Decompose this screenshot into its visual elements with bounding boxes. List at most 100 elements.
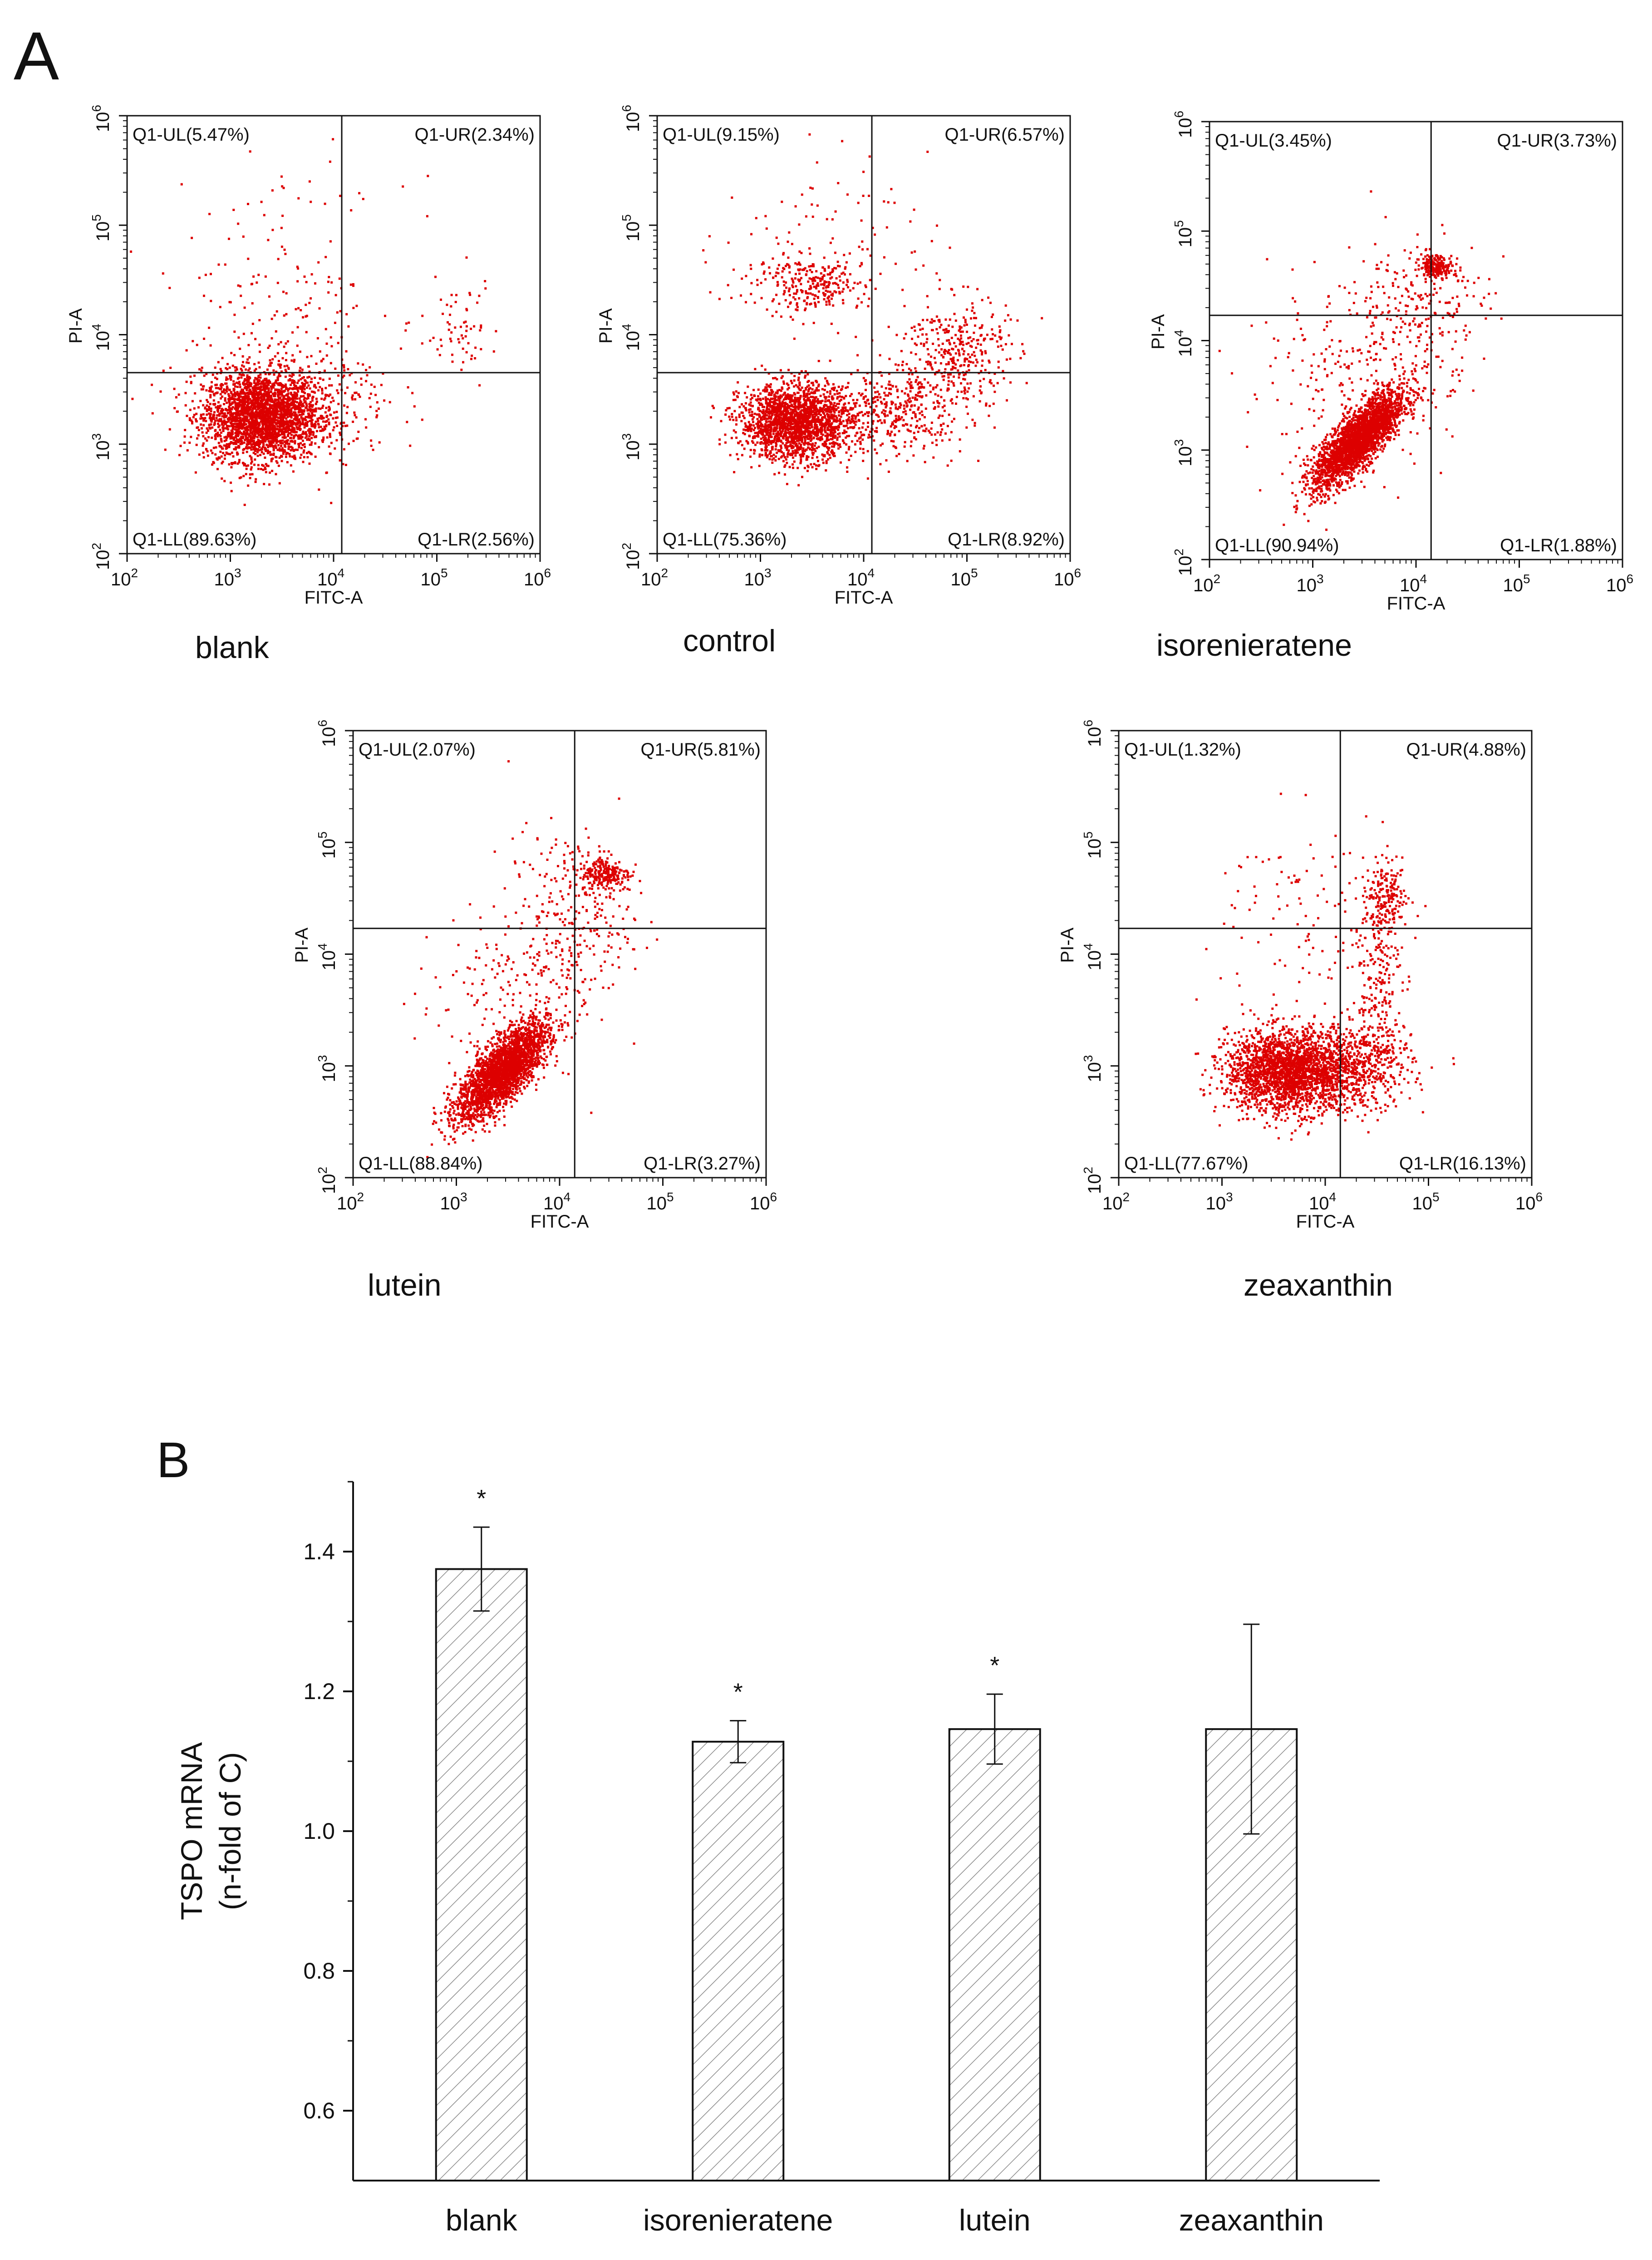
scatter-point [325,354,328,357]
scatter-point [460,334,463,337]
scatter-point [364,418,367,421]
scatter-point [755,423,758,425]
scatter-point [802,423,804,425]
scatter-point [270,436,273,438]
scatter-point [202,444,204,447]
scatter-point [253,403,256,406]
scatter-point [317,261,320,264]
scatter-point [277,383,280,386]
scatter-point [817,418,820,420]
scatter-point [357,362,359,365]
scatter-point [295,413,298,416]
scatter-point [787,453,789,456]
scatter-point [226,412,229,415]
scatter-point [200,383,202,386]
scatter-point [320,398,323,400]
scatter-point [287,379,290,382]
scatter-point [370,439,373,442]
scatter-point [287,410,290,413]
scatter-point [226,437,228,439]
scatter-point [772,403,775,405]
scatter-point [836,396,839,398]
scatter-point [856,440,859,442]
scatter-point [329,401,332,403]
scatter-point [793,379,796,382]
scatter-point [315,363,318,365]
scatter-point [230,490,233,492]
scatter-point [821,443,824,446]
scatter-point [294,423,297,425]
scatter-point [240,368,242,370]
scatter-point [224,399,226,402]
scatter-point [235,430,238,432]
scatter-point [302,413,305,415]
scatter-point [204,274,207,276]
scatter-point [790,416,793,418]
scatter-point [299,385,302,388]
scatter-point [321,439,324,442]
scatter-point [288,406,290,408]
scatter-point [253,390,256,393]
scatter-point [259,454,262,457]
scatter-point [305,435,308,438]
scatter-point [299,350,301,353]
scatter-point [307,416,310,419]
scatter-point [295,431,298,433]
scatter-point [269,382,271,384]
scatter-point [303,423,306,426]
scatter-point [275,460,278,462]
scatter-point [759,403,762,406]
scatter-point [798,414,801,417]
scatter-point [269,395,271,398]
scatter-point [286,416,289,418]
scatter-point [739,440,742,443]
scatter-point [787,368,790,371]
scatter-point [273,445,275,447]
scatter-point [201,417,203,419]
scatter-point [246,436,249,439]
scatter-point [796,451,799,454]
scatter-point [845,451,848,454]
scatter-point [202,435,205,437]
scatter-point [231,406,234,408]
scatter-point [228,432,231,434]
scatter-point [276,376,279,379]
scatter-point [258,386,261,389]
scatter-point [751,397,753,399]
scatter-point [274,398,276,401]
scatter-point [202,404,205,407]
scatter-point [329,432,331,435]
scatter-point [241,364,244,367]
scatter-point [322,420,324,423]
scatter-point [268,442,271,445]
scatter-point [451,354,453,356]
scatter-point [335,439,338,442]
scatter-point [285,427,287,430]
scatter-point [256,454,259,457]
scatter-point [280,391,282,393]
scatter-point [228,405,231,408]
scatter-point [290,402,293,404]
scatter-point [271,383,274,386]
scatter-point [271,189,274,192]
scatter-point [283,421,285,424]
scatter-point [245,446,248,448]
scatter-point [256,451,259,454]
scatter-point [859,442,862,445]
scatter-point [212,399,215,402]
scatter-point [321,392,324,395]
scatter-point [214,403,216,405]
scatter-point [289,398,291,401]
scatter-point [838,392,841,394]
scatter-point [289,413,291,416]
scatter-point [743,433,746,436]
scatter-point [805,428,808,430]
scatter-point [239,404,242,407]
scatter-point [819,394,822,397]
scatter-point [336,389,339,392]
scatter-point [828,447,831,449]
scatter-point [328,421,330,424]
scatter-point [225,389,227,392]
scatter-point [761,406,764,408]
scatter-point [303,418,305,421]
